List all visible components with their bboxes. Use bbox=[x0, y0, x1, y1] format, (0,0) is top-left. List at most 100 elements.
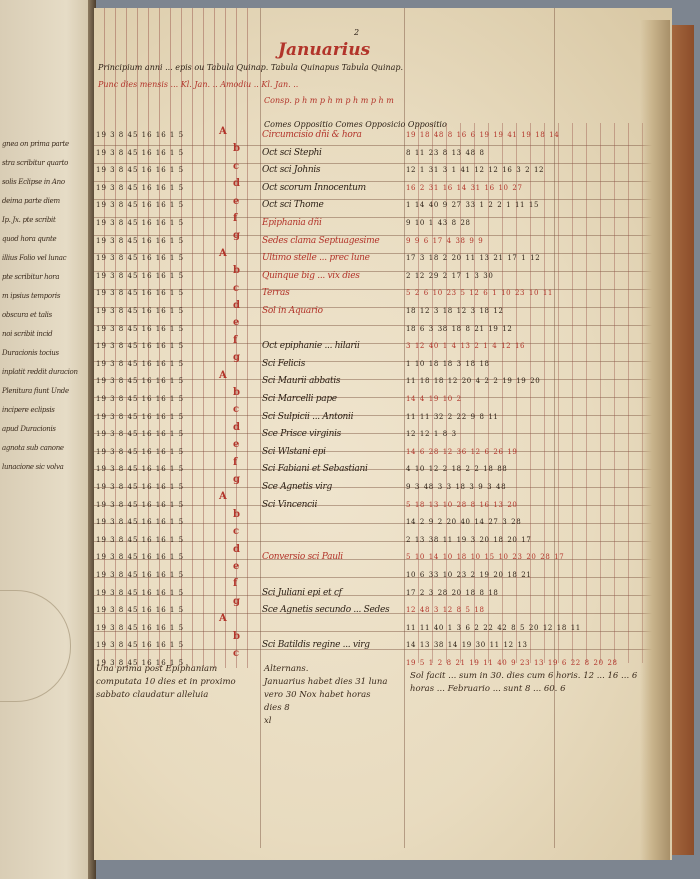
left-page-line: Ip. Jx. pte scribit bbox=[2, 216, 56, 224]
computus-values: 9 3 48 3 3 18 3 9 3 48 bbox=[406, 483, 507, 491]
left-page: gnea on prima parte stra scribitur quarto… bbox=[0, 0, 95, 879]
dominical-letter: f bbox=[233, 334, 238, 346]
left-column-values: 19 3 8 45 16 16 1 5 bbox=[96, 571, 185, 579]
left-page-line: deima parte diem bbox=[2, 197, 60, 205]
dominical-letter: b bbox=[233, 508, 240, 520]
left-column-values: 19 3 8 45 16 16 1 5 bbox=[96, 236, 185, 245]
calendar-entry: Sce Prisce virginis bbox=[262, 429, 341, 440]
left-column-values: 19 3 8 45 16 16 1 5 bbox=[96, 430, 185, 439]
dominical-letter: c bbox=[233, 526, 240, 538]
dominical-letter: A bbox=[219, 247, 227, 259]
table-rules bbox=[405, 123, 655, 663]
computus-values: 16 2 31 16 14 31 16 10 27 bbox=[406, 183, 523, 192]
computus-values: 2 13 38 11 19 3 20 18 20 17 bbox=[406, 535, 532, 544]
left-column-values: 19 3 8 45 16 16 1 5 bbox=[96, 183, 185, 192]
calendar-entry: Circumcisio dñi & hora bbox=[262, 130, 362, 140]
left-column-values: 19 3 8 45 16 16 1 5 bbox=[96, 377, 185, 386]
left-column-values: 19 3 8 45 16 16 1 5 bbox=[96, 483, 185, 491]
left-column-values: 19 3 8 45 16 16 1 5 bbox=[96, 166, 185, 175]
dominical-letter: e bbox=[233, 561, 240, 572]
left-column-values: 19 3 8 45 16 16 1 5 bbox=[96, 395, 185, 403]
calendar-entry: Sci Juliani epi et cf bbox=[262, 587, 342, 598]
computus-values: 5 10 14 10 18 10 15 10 23 20 28 17 bbox=[406, 553, 565, 562]
left-column-values: 19 3 8 45 16 16 1 5 bbox=[96, 359, 185, 368]
computus-values: 12 12 1 8 3 bbox=[406, 430, 457, 439]
calendar-entry: Sce Agnetis secundo ... Sedes bbox=[262, 605, 390, 616]
dominical-letter: d bbox=[233, 543, 240, 555]
footer-left-note: Una prima post Epiphaniam computata 10 d… bbox=[96, 664, 236, 700]
rule bbox=[554, 8, 555, 848]
calendar-entry: Quinque big ... vix dies bbox=[262, 270, 360, 281]
folio-number: 2 bbox=[354, 28, 360, 37]
left-page-line: m ipsius temporis bbox=[2, 292, 61, 300]
computus-values: 12 1 31 3 1 41 12 12 16 3 2 12 bbox=[406, 166, 545, 175]
left-column-values: 19 3 8 45 16 16 1 5 bbox=[96, 254, 185, 263]
computus-values: 1 10 18 18 3 18 18 bbox=[406, 359, 490, 368]
dominical-letter: g bbox=[233, 230, 240, 242]
dominical-letter: c bbox=[233, 404, 240, 416]
dominical-letter: b bbox=[233, 265, 240, 277]
dominical-letter: f bbox=[233, 456, 238, 468]
calendar-entry: Oct sci Stephi bbox=[262, 147, 322, 158]
left-column-values: 19 3 8 45 16 16 1 5 bbox=[96, 500, 185, 509]
dominical-letter: g bbox=[233, 595, 240, 607]
dominical-letter: e bbox=[233, 317, 240, 329]
left-column-values: 19 3 8 45 16 16 1 5 bbox=[96, 641, 185, 650]
dominical-letter: g bbox=[233, 352, 240, 364]
dominical-letter: A bbox=[219, 491, 227, 503]
dominical-letter: d bbox=[233, 421, 240, 433]
calendar-entry: Oct sci Thome bbox=[262, 200, 324, 211]
heading-line: Punc dies mensis ... Kl. Jan. .. Amodiu … bbox=[98, 80, 299, 89]
left-page-line: illius Folio vel lunac bbox=[2, 254, 67, 262]
heading-line: Comes Oppositio Comes Opposicio Oppositi… bbox=[264, 120, 447, 129]
dominical-letter: A bbox=[219, 613, 227, 625]
left-column-values: 19 3 8 45 16 16 1 5 bbox=[96, 412, 185, 421]
dominical-letter: e bbox=[233, 195, 240, 207]
dominical-letter: c bbox=[233, 282, 240, 294]
book-spine bbox=[88, 0, 96, 879]
footer-middle-line: Januarius habet dies 31 luna bbox=[264, 677, 388, 687]
dominical-letter: e bbox=[233, 439, 240, 451]
dominical-letter: b bbox=[233, 630, 240, 642]
left-column-values: 19 3 8 45 16 16 1 5 bbox=[96, 219, 185, 227]
computus-values: 14 2 9 2 20 40 14 27 3 28 bbox=[406, 518, 522, 527]
computus-values: 14 4 19 10 2 bbox=[406, 395, 462, 403]
dominical-letter: d bbox=[233, 178, 240, 190]
left-page-line: quod hora qunte bbox=[2, 235, 57, 243]
dominical-letter: f bbox=[233, 578, 238, 590]
left-page-line: Duracionis tocius bbox=[2, 349, 59, 357]
left-column-values: 19 3 8 45 16 16 1 5 bbox=[96, 518, 185, 527]
computus-values: 4 10 12 2 18 2 2 18 88 bbox=[406, 465, 508, 474]
left-column-values: 19 3 8 45 16 16 1 5 bbox=[96, 659, 185, 667]
left-page-line: pte scribitur hora bbox=[2, 273, 60, 281]
month-title: Januarius bbox=[278, 40, 371, 60]
left-column-values: 19 3 8 45 16 16 1 5 bbox=[96, 201, 185, 210]
computus-values: 12 48 3 12 8 5 18 bbox=[406, 606, 485, 615]
left-column-values: 19 3 8 45 16 16 1 5 bbox=[96, 606, 185, 615]
computus-values: 1 14 40 9 27 33 1 2 2 1 11 15 bbox=[406, 201, 540, 210]
row-rules bbox=[94, 128, 654, 662]
calendar-entry: Sci Wlstani epi bbox=[262, 446, 326, 457]
dominical-letter: d bbox=[233, 300, 240, 311]
calendar-entry: Conversio sci Pauli bbox=[262, 552, 343, 563]
calendar-entry: Sci Sulpicii ... Antonii bbox=[262, 411, 354, 422]
left-column-values: 19 3 8 45 16 16 1 5 bbox=[96, 465, 185, 474]
left-column-values: 19 3 8 45 16 16 1 5 bbox=[96, 588, 185, 597]
left-column-values: 19 3 8 45 16 16 1 5 bbox=[96, 131, 185, 139]
computus-values: 18 12 3 18 12 3 18 12 bbox=[406, 307, 504, 315]
computus-values: 3 12 40 1 4 13 2 1 4 12 16 bbox=[406, 342, 526, 351]
calendar-entry: Terras bbox=[262, 288, 290, 299]
dominical-letter: A bbox=[219, 126, 227, 137]
column-rules bbox=[94, 8, 256, 668]
left-column-values: 19 3 8 45 16 16 1 5 bbox=[96, 623, 185, 632]
footer-middle-line: Alternans. bbox=[264, 664, 309, 674]
computus-values: 19 5 1 2 8 21 19 11 40 9 23 13 19 6 22 8… bbox=[406, 659, 618, 667]
calendar-entry: Sci Batildis regine ... virg bbox=[262, 640, 370, 651]
heading-line: Principium anni ... epis ou Tabula Quina… bbox=[98, 63, 404, 72]
left-page-line: noi scribit incid bbox=[2, 330, 53, 338]
left-column-values: 19 3 8 45 16 16 1 5 bbox=[96, 271, 185, 280]
computus-values: 19 18 48 8 16 6 19 19 41 19 18 14 bbox=[406, 131, 560, 139]
dominical-letter: b bbox=[233, 143, 240, 155]
left-column-values: 19 3 8 45 16 16 1 5 bbox=[96, 535, 185, 544]
